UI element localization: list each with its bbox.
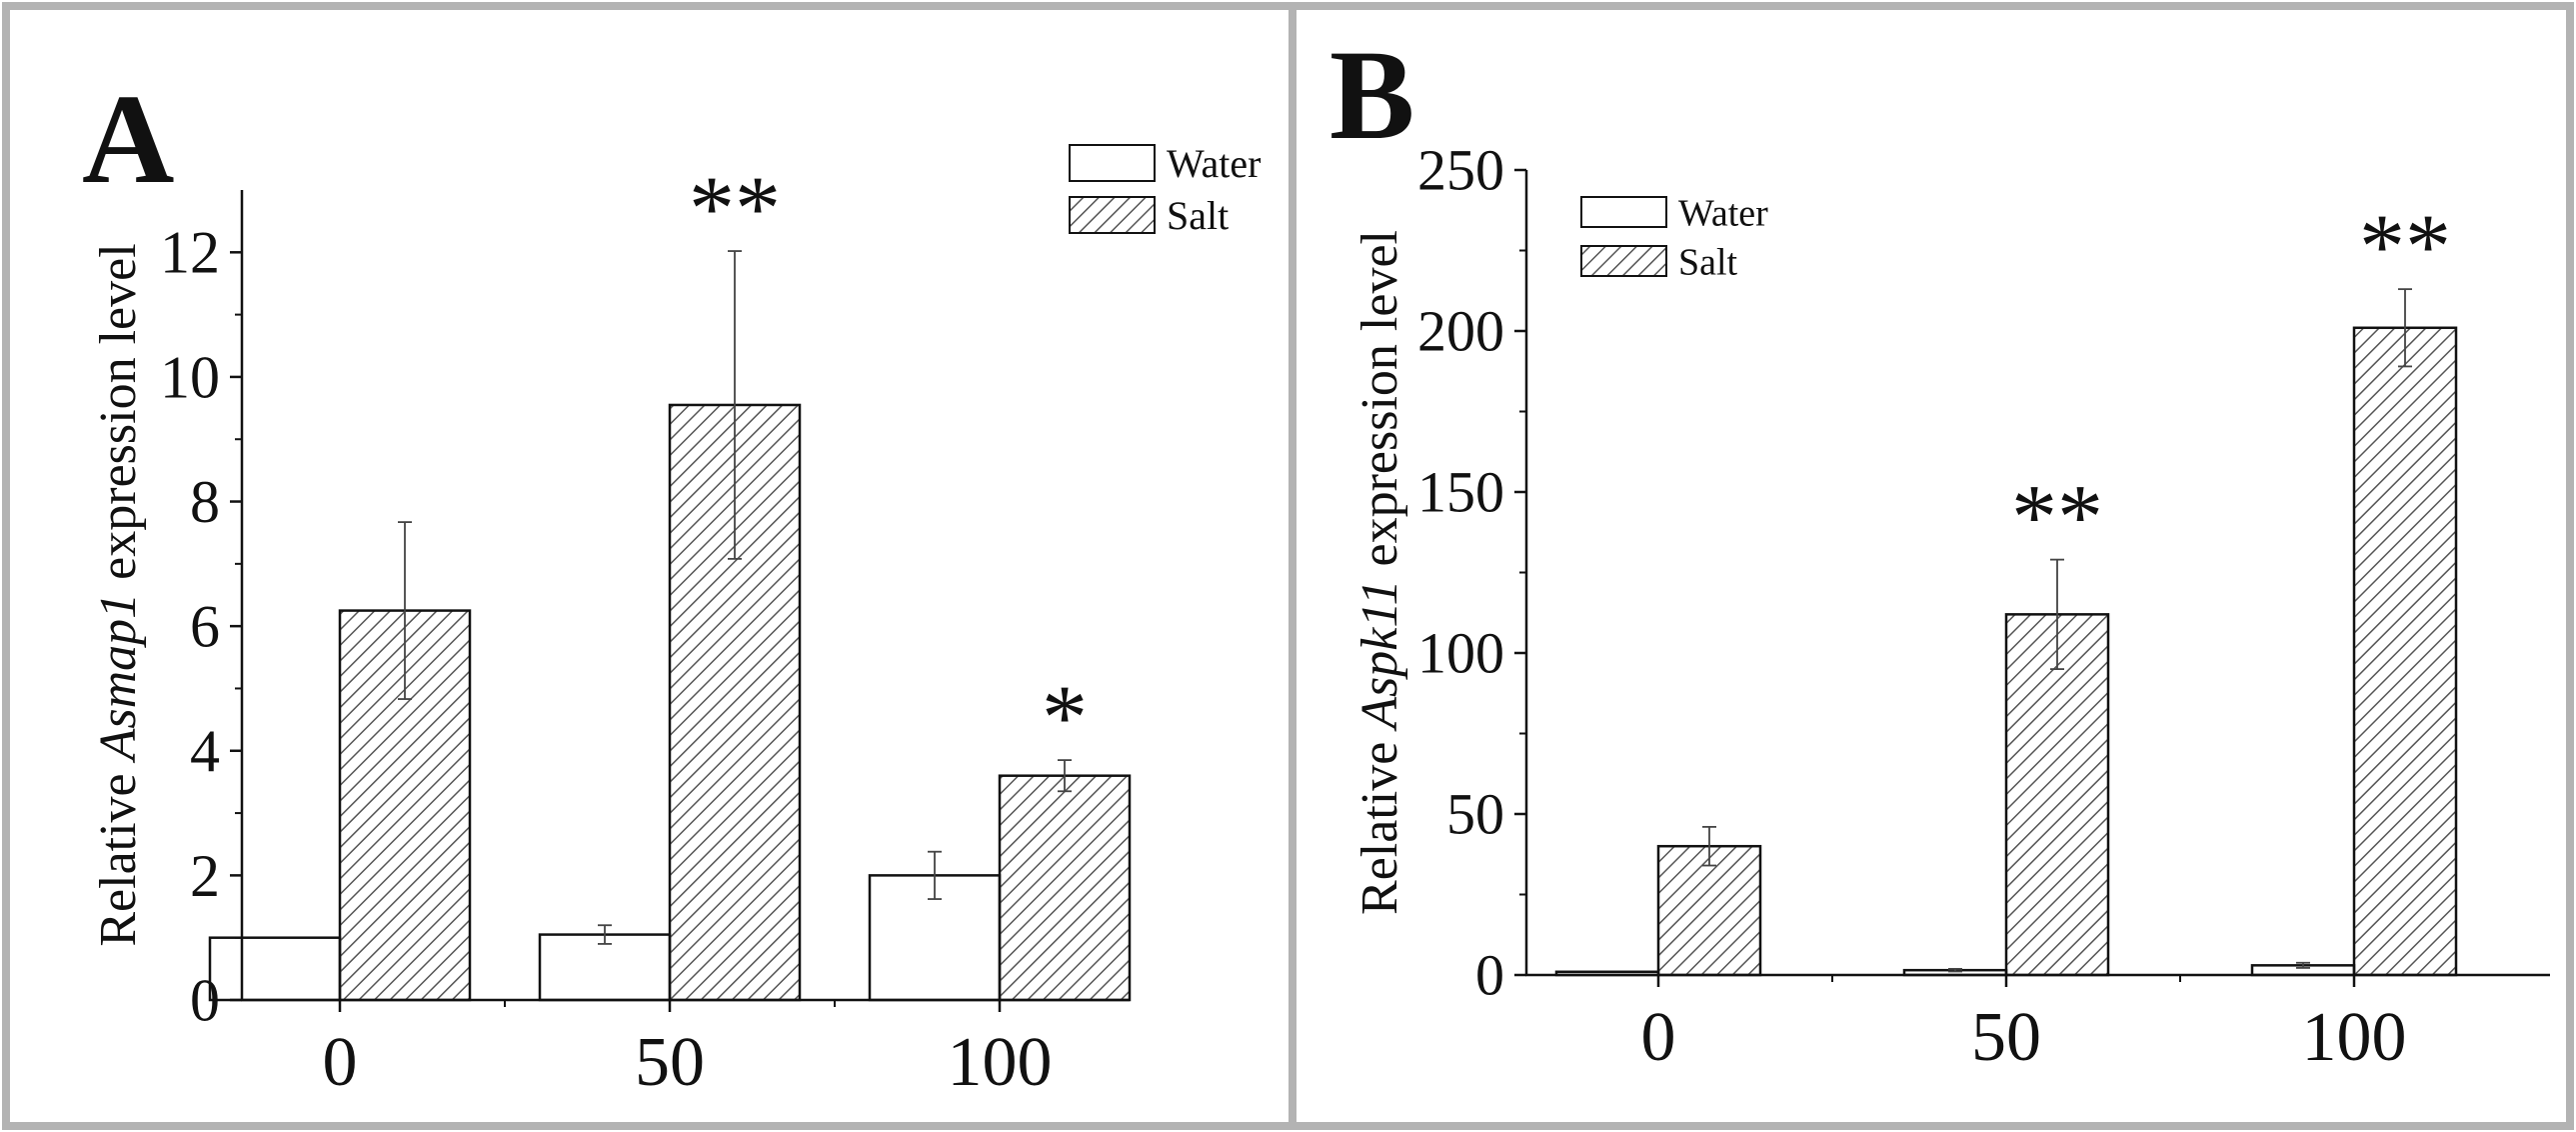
panel-letter-a: A <box>82 68 174 210</box>
y-tick-label: 200 <box>1417 299 1504 364</box>
legend-label-water: Water <box>1167 141 1262 186</box>
significance-100: ** <box>2359 195 2451 297</box>
significance-50: ** <box>689 157 781 259</box>
panel-letter-b: B <box>1329 24 1414 166</box>
legend-swatch-salt <box>1580 245 1667 277</box>
legend-swatch-salt <box>1069 196 1156 234</box>
error-bar-salt-50 <box>728 250 742 560</box>
x-tick-label-0: 0 <box>323 1024 358 1101</box>
y-tick-label: 4 <box>190 718 220 784</box>
legend-label-salt: Salt <box>1167 193 1229 238</box>
x-tick-label-100: 100 <box>948 1024 1053 1101</box>
y-tick-label: 0 <box>190 967 220 1033</box>
panel-b: B ** ** 0 50 100 150 200 250 0 50 100 Relative Aspk… <box>1288 2 2574 1130</box>
y-tick-label: 6 <box>190 594 220 660</box>
y-tick-label: 0 <box>1475 943 1504 1008</box>
legend-label-salt: Salt <box>1678 241 1738 283</box>
y-tick-label: 50 <box>1446 782 1504 847</box>
error-bar-salt-0 <box>398 521 412 700</box>
x-tick-label-50: 50 <box>635 1024 705 1101</box>
bar-salt-100 <box>998 774 1132 1002</box>
y-tick-label: 8 <box>190 469 220 535</box>
y-tick-label: 150 <box>1417 460 1504 525</box>
y-tick-label: 10 <box>160 344 220 410</box>
legend-swatch-water <box>1069 144 1156 182</box>
error-bar-salt-50 <box>2050 558 2064 670</box>
x-tick-label-0: 0 <box>1641 999 1676 1076</box>
y-axis-label: Relative Asmap1 expression level <box>90 243 147 946</box>
error-bar-salt-0 <box>1702 825 1716 867</box>
bar-water-0 <box>208 936 342 1002</box>
error-bar-water-50 <box>1948 967 1962 973</box>
y-tick-label: 100 <box>1417 621 1504 686</box>
significance-100: * <box>1042 666 1088 768</box>
bar-salt-0 <box>1656 844 1762 977</box>
y-tick-label: 12 <box>160 220 220 286</box>
error-bar-water-100 <box>2296 961 2310 969</box>
y-tick-label: 250 <box>1417 138 1504 203</box>
x-tick-label-50: 50 <box>1971 999 2041 1076</box>
x-tick-label-100: 100 <box>2302 999 2407 1076</box>
y-tick-label: 2 <box>190 843 220 909</box>
bar-salt-100 <box>2352 326 2458 977</box>
error-bar-salt-100 <box>2398 288 2412 368</box>
error-bar-water-100 <box>928 850 942 900</box>
significance-50: ** <box>2011 466 2103 568</box>
legend-swatch-water <box>1580 196 1667 228</box>
y-axis-label: Relative Aspk11 expression level <box>1351 230 1408 915</box>
error-bar-salt-100 <box>1058 759 1072 793</box>
legend-label-water: Water <box>1678 192 1768 234</box>
panel-a: A ** * 0 2 4 6 8 10 12 0 50 100 Relative Asmap1 expr… <box>2 2 1297 1130</box>
error-bar-water-50 <box>598 924 612 945</box>
